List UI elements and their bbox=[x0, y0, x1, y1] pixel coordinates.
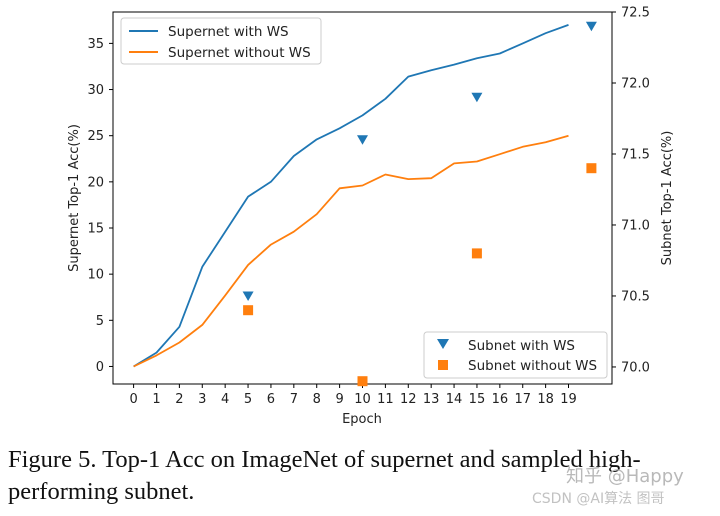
x-tick-label: 4 bbox=[221, 392, 229, 407]
legend-label: Subnet without WS bbox=[468, 358, 597, 374]
y-right-tick-label: 71.0 bbox=[621, 218, 650, 233]
watermark-csdn: CSDN @AI算法 图哥 bbox=[532, 491, 665, 507]
x-axis-label: Epoch bbox=[342, 412, 382, 427]
data-point-subnet-without-ws bbox=[471, 248, 482, 259]
x-tick-label: 13 bbox=[423, 392, 440, 407]
y-left-tick-label: 25 bbox=[87, 129, 104, 144]
data-point-subnet-without-ws bbox=[243, 305, 254, 316]
x-tick-label: 2 bbox=[175, 392, 183, 407]
square-icon bbox=[438, 360, 448, 370]
y-right-tick-label: 72.5 bbox=[621, 6, 650, 21]
y-left-tick-label: 0 bbox=[96, 360, 104, 375]
series-line-supernet-without-ws bbox=[133, 134, 569, 368]
legend-label: Supernet without WS bbox=[168, 45, 311, 61]
x-tick-label: 0 bbox=[129, 392, 137, 407]
y-axis-label-right: Subnet Top-1 Acc(%) bbox=[660, 131, 675, 266]
x-tick-label: 1 bbox=[152, 392, 160, 407]
data-point-subnet-with-ws bbox=[585, 21, 597, 32]
y-left-tick-label: 20 bbox=[87, 175, 104, 190]
x-tick-label: 6 bbox=[267, 392, 275, 407]
scatter-series-group bbox=[242, 21, 597, 387]
chart: 0 1 2 3 4 5 6 7 8 9 10 11 12 13 14 15 16 17 18 190510152025… bbox=[67, 6, 675, 428]
y-right-tick-label: 72.0 bbox=[621, 76, 650, 91]
data-point-subnet-with-ws bbox=[471, 92, 483, 103]
x-tick-label: 14 bbox=[446, 392, 463, 407]
legend-box bbox=[423, 331, 608, 379]
data-point-subnet-with-ws bbox=[357, 135, 368, 145]
triangle-down-icon bbox=[437, 339, 449, 349]
data-point-subnet-without-ws bbox=[586, 163, 597, 174]
figure-caption: Figure 5. Top-1 Acc on ImageNet of super… bbox=[8, 446, 641, 505]
axes-frame bbox=[112, 11, 613, 385]
x-tick-label: 8 bbox=[313, 392, 321, 407]
data-point-subnet-with-ws bbox=[242, 291, 254, 301]
x-tick-label: 7 bbox=[290, 392, 298, 407]
y-right-tick-label: 71.5 bbox=[621, 147, 650, 162]
x-tick-label: 5 bbox=[244, 392, 252, 407]
y-left-tick-label: 35 bbox=[87, 37, 104, 52]
legend-label: Subnet with WS bbox=[468, 338, 575, 354]
data-point-subnet-without-ws bbox=[357, 376, 368, 387]
x-tick-label: 15 bbox=[469, 392, 486, 407]
y-left-tick-label: 5 bbox=[96, 314, 104, 329]
x-tick-label: 10 bbox=[354, 392, 371, 407]
y-right-tick-label: 70.5 bbox=[621, 289, 650, 304]
legend-bottom-right: Subnet with WS Subnet without WS bbox=[423, 331, 608, 379]
y-left-tick-label: 30 bbox=[87, 83, 104, 98]
x-tick-label: 18 bbox=[537, 392, 554, 407]
y-axis-label-left: Supernet Top-1 Acc(%) bbox=[67, 124, 82, 272]
watermark-zhihu: 知乎 @Happy bbox=[566, 466, 684, 487]
y-left-tick-label: 10 bbox=[87, 268, 104, 283]
axis-ticks: 0 1 2 3 4 5 6 7 8 9 10 11 12 13 14 15 16 17 18 190510152025… bbox=[87, 6, 650, 408]
plot-frame bbox=[112, 11, 613, 385]
x-tick-label: 3 bbox=[198, 392, 206, 407]
line-series-group bbox=[133, 24, 569, 368]
x-tick-label: 17 bbox=[514, 392, 531, 407]
y-left-tick-label: 15 bbox=[87, 222, 104, 237]
y-right-tick-label: 70.0 bbox=[621, 360, 650, 375]
x-tick-label: 12 bbox=[400, 392, 417, 407]
series-line-supernet-with-ws bbox=[133, 24, 569, 368]
legend-top-left: Supernet with WS Supernet without WS bbox=[120, 17, 322, 65]
x-tick-label: 9 bbox=[335, 392, 343, 407]
x-tick-label: 11 bbox=[377, 392, 394, 407]
x-tick-label: 19 bbox=[560, 392, 577, 407]
legend-box bbox=[120, 17, 322, 65]
legend-label: Supernet with WS bbox=[168, 24, 289, 40]
x-tick-label: 16 bbox=[492, 392, 509, 407]
